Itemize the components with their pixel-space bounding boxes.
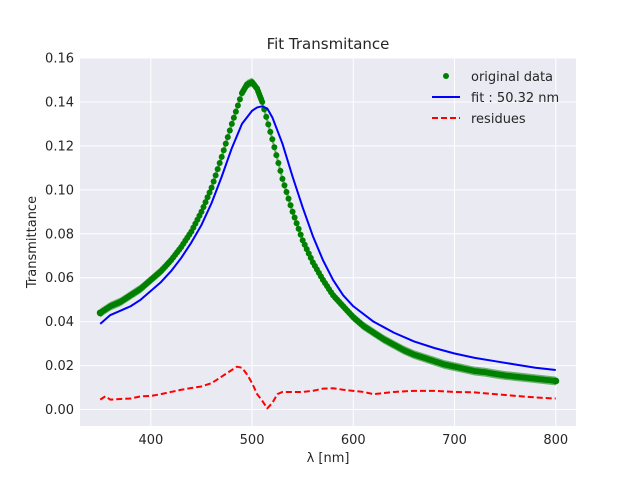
legend-marker-original-data [443, 73, 449, 79]
y-tick-label: 0.04 [45, 315, 74, 330]
original-data-point [224, 134, 231, 141]
original-data-point [291, 214, 298, 221]
legend-label-residues: residues [471, 112, 526, 127]
original-data-point [232, 108, 239, 115]
original-data-point [228, 120, 235, 127]
legend-label-fit: fit : 50.32 nm [471, 91, 559, 106]
y-tick-labels: 0.00 0.02 0.04 0.06 0.08 0.10 0.12 0.14 0.16 [45, 52, 74, 419]
original-data-point [283, 189, 290, 196]
original-data-point [295, 225, 302, 232]
original-data-point [267, 128, 274, 135]
y-axis-label: Transmittance [25, 196, 40, 289]
original-data-point [271, 144, 278, 151]
original-data-point [277, 167, 284, 174]
original-data-point [208, 184, 215, 191]
original-data-point [287, 202, 294, 209]
original-data-point [236, 96, 243, 103]
y-tick-label: 0.06 [45, 271, 74, 286]
original-data-point [216, 160, 223, 167]
y-tick-label: 0.00 [45, 403, 74, 418]
x-tick-labels: 400 500 600 700 800 [138, 433, 568, 448]
x-tick-label: 500 [240, 433, 265, 448]
original-data-point [230, 114, 237, 121]
series-layer [96, 77, 560, 410]
original-data-point [220, 147, 227, 154]
original-data-point [212, 172, 219, 179]
original-data-point [259, 98, 266, 105]
original-data-point [275, 160, 282, 167]
y-tick-label: 0.14 [45, 95, 74, 110]
original-data-point [234, 102, 241, 109]
y-tick-label: 0.12 [45, 139, 74, 154]
residues-line [99, 365, 556, 410]
x-tick-label: 600 [341, 433, 366, 448]
y-tick-label: 0.08 [45, 227, 74, 242]
plot-area [80, 58, 576, 426]
y-tick-label: 0.02 [45, 359, 74, 374]
x-tick-label: 400 [138, 433, 163, 448]
original-data-point [265, 121, 272, 128]
y-tick-label: 0.10 [45, 183, 74, 198]
original-data-point [218, 153, 225, 160]
original-data-point [214, 166, 221, 173]
x-axis-label: λ [nm] [307, 451, 350, 466]
original-data-point [204, 194, 211, 201]
original-data-point [222, 140, 229, 147]
grid [80, 57, 576, 426]
original-data-markers [96, 79, 560, 385]
original-data-point [289, 208, 296, 215]
original-data-point [202, 199, 209, 206]
original-data-point [285, 195, 292, 202]
original-data-point [198, 208, 205, 215]
original-data-point [226, 127, 233, 134]
x-tick-label: 700 [442, 433, 467, 448]
y-tick-label: 0.16 [45, 52, 74, 67]
original-data-point [297, 231, 304, 238]
fit-line [99, 105, 556, 371]
original-data-point [279, 175, 286, 182]
original-data-point [269, 136, 276, 143]
original-data-point [273, 152, 280, 159]
original-data-point [200, 203, 207, 210]
original-data-point [293, 220, 300, 227]
original-data-point [263, 113, 270, 120]
original-data-point [96, 309, 104, 317]
legend: original data fit : 50.32 nm residues [432, 70, 559, 127]
original-data-point [281, 182, 288, 189]
original-data-point [210, 178, 217, 185]
chart-title: Fit Transmitance [267, 35, 390, 53]
legend-label-original-data: original data [471, 70, 553, 85]
original-data-point [206, 189, 213, 196]
x-tick-label: 800 [543, 433, 568, 448]
original-data-point [552, 377, 560, 385]
